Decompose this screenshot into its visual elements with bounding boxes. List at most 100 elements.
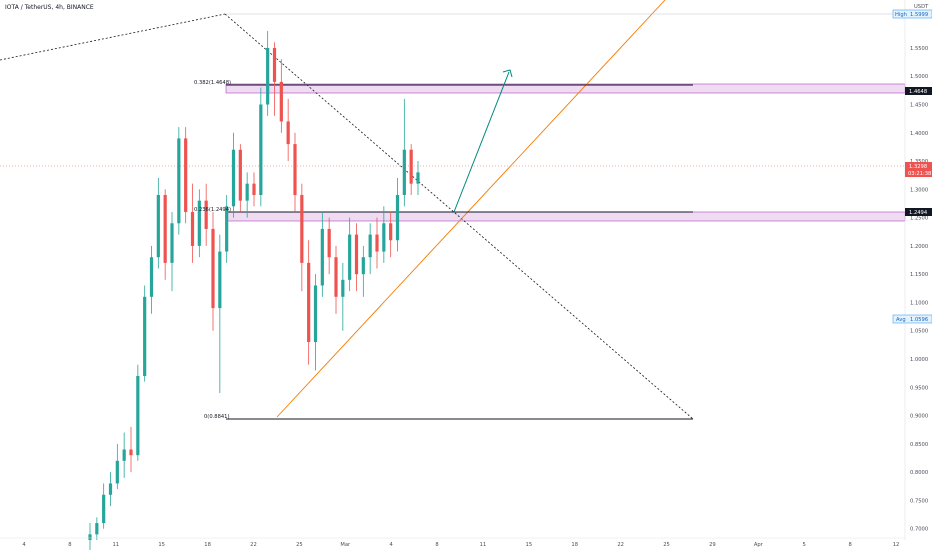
price-ticks: 1.55001.50001.45001.40001.35001.30001.25… — [910, 46, 928, 533]
candle — [190, 183, 195, 263]
candle — [259, 87, 263, 207]
last-price-value: 1.3298 — [909, 164, 927, 170]
upper-trendline — [0, 13, 226, 61]
price-tick: 1.3000 — [910, 187, 928, 193]
candle — [389, 211, 393, 258]
interval-label: 4h — [55, 4, 63, 11]
time-tick: 18 — [204, 542, 211, 548]
candle-body — [231, 149, 236, 207]
price-tick: 0.7500 — [910, 498, 928, 504]
candle — [368, 223, 372, 275]
candle — [375, 217, 379, 269]
candle-body — [102, 494, 106, 524]
currency-label: USDT — [914, 4, 929, 10]
time-tick: 8 — [848, 542, 851, 548]
high-value: 1.5999 — [910, 12, 928, 18]
symbol-name: IOTA / TetherUS — [5, 4, 52, 11]
time-tick: 22 — [617, 542, 624, 548]
price-tick: 1.1000 — [910, 300, 928, 306]
candle — [115, 443, 119, 490]
time-tick: 22 — [250, 542, 257, 548]
candle-body — [190, 211, 195, 246]
candle-body — [252, 183, 256, 195]
countdown-value: 03:21:38 — [908, 171, 931, 177]
candle-body — [245, 183, 249, 201]
candle-body — [225, 206, 229, 252]
candle-body — [129, 449, 133, 456]
fib-label-0236: 0.236(1.2494) — [194, 207, 231, 213]
candle — [95, 517, 99, 540]
candle-body — [88, 534, 92, 540]
level-2-badge — [905, 208, 932, 216]
candle — [245, 172, 249, 218]
time-tick: Apr — [754, 542, 764, 548]
fib-diagonal-line — [224, 13, 694, 420]
candle — [279, 59, 283, 133]
arrow-head — [502, 69, 513, 78]
candle — [266, 30, 270, 116]
candle — [395, 178, 400, 252]
time-tick: 12 — [893, 542, 900, 548]
time-tick: 29 — [709, 542, 716, 548]
candle — [136, 364, 140, 461]
candle — [102, 483, 106, 529]
price-tick: 0.8500 — [910, 442, 928, 448]
candle — [354, 223, 359, 292]
time-axis[interactable]: 4 8 11 15 18 22 25 Mar 4 8 11 15 18 22 25 29 Apr 5 8 12 — [0, 537, 905, 548]
time-tick: 5 — [803, 542, 806, 548]
candle-body — [149, 257, 154, 297]
time-tick: 15 — [526, 542, 533, 548]
price-tick: 1.5500 — [910, 46, 928, 52]
time-tick: 8 — [68, 542, 71, 548]
symbol-header[interactable]: IOTA / TetherUS, 4h, BINANCE — [5, 4, 94, 11]
candle — [286, 98, 290, 162]
candle — [129, 426, 133, 473]
candle — [170, 211, 174, 292]
candle-body — [184, 138, 188, 212]
candle-body — [416, 172, 420, 184]
candle-body — [402, 149, 406, 195]
candle — [409, 144, 413, 195]
candles-group — [88, 30, 420, 550]
candle — [225, 194, 229, 263]
candle — [238, 144, 242, 212]
price-tick: 1.4000 — [910, 131, 928, 137]
candle-body — [279, 81, 283, 122]
candle — [197, 189, 201, 258]
candle-body — [163, 194, 167, 263]
candle-body — [395, 194, 400, 241]
candle-body — [307, 262, 311, 343]
price-axis[interactable]: USDT 1.55001.50001.45001.40001.35001.300… — [892, 0, 932, 540]
price-tick: 1.4500 — [910, 102, 928, 108]
candle-body — [409, 149, 413, 184]
projection-arrow — [453, 71, 510, 213]
avg-label: Avg — [896, 317, 906, 323]
candle — [293, 132, 297, 212]
price-tick: 0.9500 — [910, 385, 928, 391]
candle-body — [122, 449, 126, 461]
candle-body — [95, 523, 99, 535]
candle-body — [382, 223, 386, 252]
price-tick: 1.0000 — [910, 357, 928, 363]
price-tick: 1.2000 — [910, 244, 928, 250]
price-tick: 0.9000 — [910, 414, 928, 420]
avg-value: 1.0596 — [910, 317, 928, 323]
candle-body — [266, 47, 270, 105]
price-tick: 1.0500 — [910, 329, 928, 335]
high-label: High — [895, 12, 907, 18]
high-badge — [892, 9, 932, 19]
candle — [252, 172, 256, 207]
level-1-badge — [905, 87, 932, 95]
candle-body — [327, 228, 331, 258]
candle — [122, 432, 126, 478]
candle-body — [313, 285, 318, 343]
candle-body — [368, 234, 372, 258]
candle-body — [361, 257, 365, 275]
price-tick: 1.1500 — [910, 272, 928, 278]
candle-body — [108, 483, 113, 495]
candle — [177, 127, 181, 235]
candle — [163, 189, 167, 280]
candle — [341, 262, 345, 331]
candle-body — [218, 251, 222, 309]
